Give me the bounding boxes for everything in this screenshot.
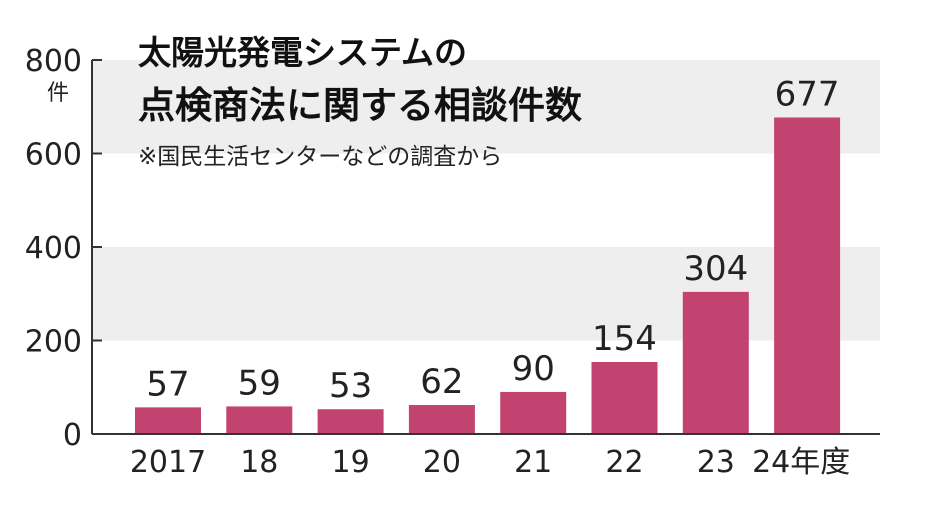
chart-source-note: ※国民生活センターなどの調査から: [138, 144, 502, 170]
bar: [682, 291, 749, 434]
x-tick-label: 21: [514, 445, 552, 480]
y-tick-label: 200: [25, 325, 82, 360]
data-label: 59: [238, 363, 281, 403]
x-tick-labels: 2017 18 19 20 21 22 23 24年度: [130, 445, 850, 480]
y-ticks: 0 200 400 600 800: [25, 44, 102, 453]
x-tick-label: 19: [332, 445, 370, 480]
bars: [135, 117, 841, 434]
y-tick-label: 400: [25, 231, 82, 266]
background-band: [92, 247, 880, 341]
x-tick-label: 2017: [130, 445, 206, 480]
data-label: 154: [592, 319, 657, 359]
bar: [226, 406, 293, 434]
x-tick-label: 24年度: [752, 445, 850, 480]
y-unit-label: 件: [47, 81, 69, 106]
bar: [500, 391, 567, 434]
chart-title-line1: 太陽光発電システムの: [138, 33, 467, 72]
x-tick-label: 20: [423, 445, 461, 480]
data-label: 53: [329, 366, 372, 406]
data-label: 677: [775, 75, 840, 115]
bar: [774, 117, 841, 434]
background-band: [92, 60, 880, 154]
bar: [408, 405, 475, 434]
x-tick-label: 18: [240, 445, 278, 480]
data-label: 304: [683, 249, 748, 289]
x-tick-label: 23: [697, 445, 735, 480]
y-tick-label: 600: [25, 138, 82, 173]
data-label: 62: [420, 362, 463, 402]
data-label: 57: [146, 364, 189, 404]
y-tick-label: 800: [25, 44, 82, 79]
chart-title-line2: 点検商法に関する相談件数: [138, 84, 582, 127]
bar: [317, 409, 384, 434]
x-tick-label: 22: [605, 445, 643, 480]
data-labels: 57 59 53 62 90 154 304 677: [146, 75, 839, 407]
data-label: 90: [512, 349, 555, 389]
bar: [591, 362, 658, 434]
bar: [135, 407, 201, 434]
y-tick-label: 0: [63, 418, 82, 453]
